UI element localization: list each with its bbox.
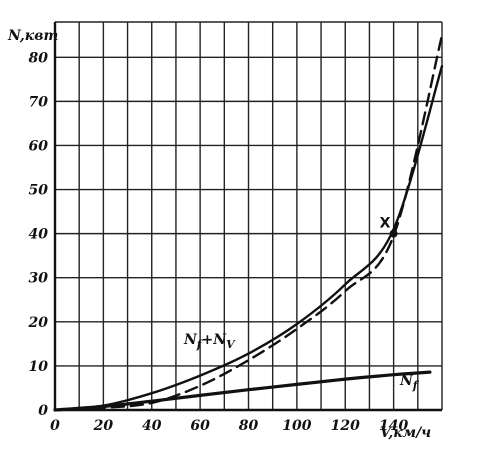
x-tick-label: 80 (239, 418, 259, 434)
y-tick-label: 70 (29, 94, 49, 110)
x-tick-label: 40 (142, 418, 162, 434)
x-tick-label: 0 (50, 418, 60, 434)
chart-series (53, 34, 444, 412)
x-tick-label: 100 (282, 418, 311, 434)
x-tick-label: 20 (93, 418, 114, 434)
y-tick-label: 40 (29, 227, 49, 243)
series-line-friction-power (53, 370, 432, 412)
y-tick-label: 60 (29, 138, 49, 154)
y-tick-label: 50 (29, 183, 49, 199)
y-tick-label: 30 (29, 271, 49, 287)
y-tick-label: 20 (28, 315, 49, 331)
chart-grid (54, 21, 443, 410)
intersection-point-x (389, 229, 398, 238)
y-tick-label: 10 (29, 359, 49, 375)
chart-axes (53, 22, 442, 412)
series-line-dashed (53, 34, 444, 412)
x-tick-label: 120 (331, 418, 360, 434)
y-axis-label: N,квт (7, 28, 58, 44)
intersection-label-x: X (380, 216, 391, 232)
y-tick-label: 0 (38, 403, 48, 419)
series-label-total: Nf+NV (183, 332, 236, 351)
x-tick-label: 60 (190, 418, 210, 434)
x-axis-label: V,км/ч (380, 425, 431, 441)
chart-tick-labels: 0 20 40 60 80 100 120 140 0 10 20 30 40 50 60 70 80 (28, 50, 409, 434)
x-tick-label: 140 (379, 418, 408, 434)
y-tick-label: 80 (29, 50, 49, 66)
series-label-friction: Nf (399, 373, 420, 392)
series-line-total-power (53, 64, 444, 412)
